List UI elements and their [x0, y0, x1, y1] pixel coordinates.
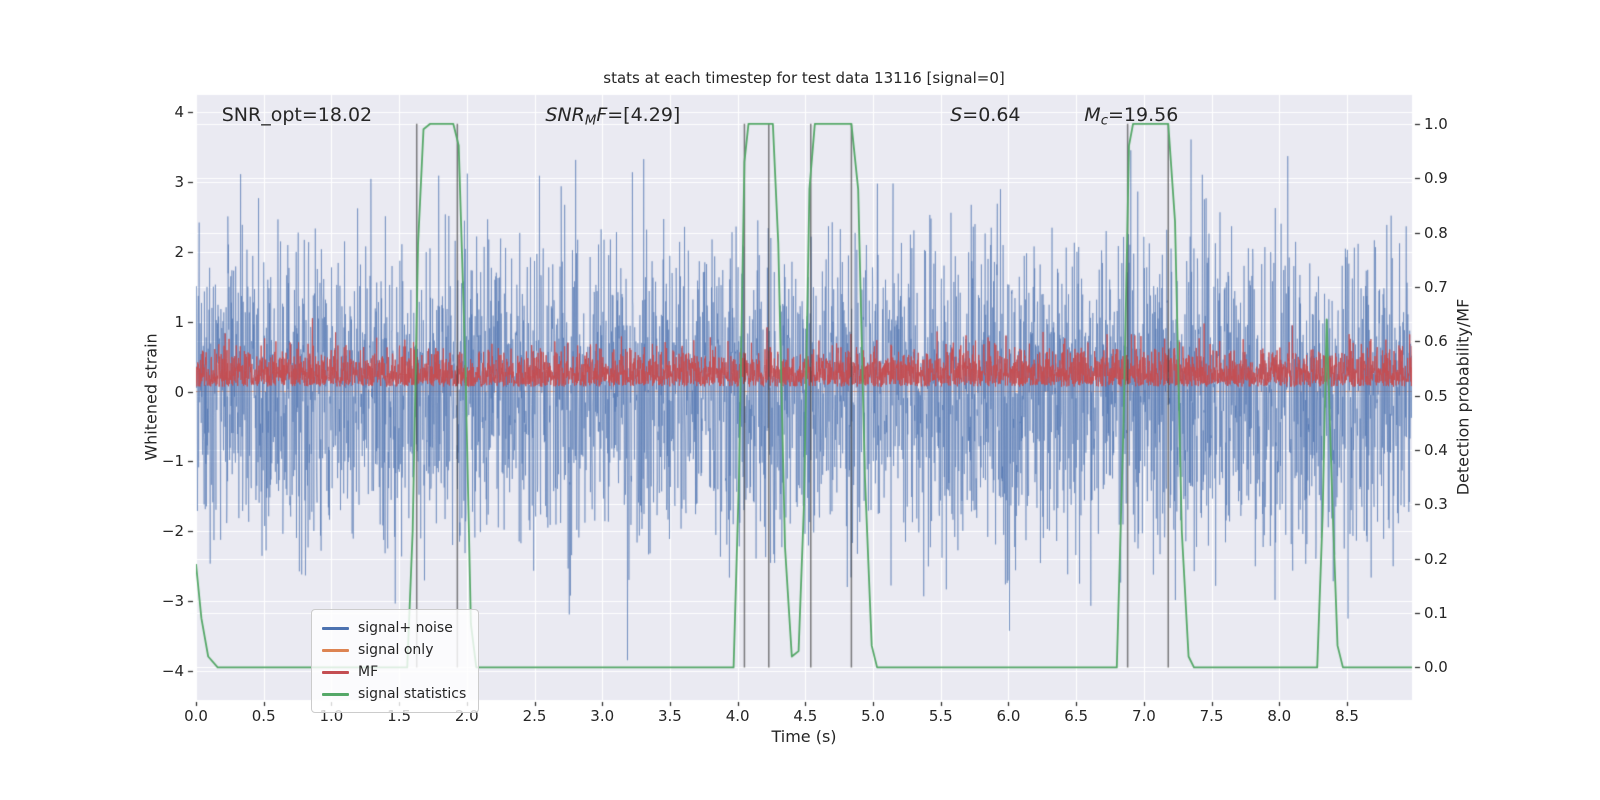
x-tick-label: 8.5	[1335, 707, 1359, 725]
y-tick-label-right: 0.3	[1424, 495, 1448, 514]
legend-label: MF	[358, 664, 379, 680]
legend-label: signal statistics	[358, 686, 467, 702]
y-tick-label-left: −1	[161, 452, 184, 471]
y-tick-label-left: −4	[161, 661, 184, 680]
annotation-part: =19.56	[1108, 103, 1179, 126]
y-tick-label-right: 0.0	[1424, 658, 1448, 677]
legend-line-swatch	[322, 670, 349, 674]
annotation-part: M	[584, 113, 597, 129]
chart-title: stats at each timestep for test data 131…	[603, 69, 1005, 87]
y-tick-label-right: 0.5	[1424, 386, 1448, 405]
y-tick-label-left: 0	[174, 382, 184, 401]
annotation-part: =0.64	[962, 103, 1021, 126]
y-tick-label-left: −3	[161, 591, 184, 610]
legend-label: signal only	[358, 642, 434, 658]
y-tick-label-right: 0.9	[1424, 169, 1448, 188]
x-tick-label: 5.0	[861, 707, 885, 725]
y-tick-label-left: 3	[174, 173, 184, 192]
x-tick-label: 7.0	[1131, 707, 1156, 725]
legend-row: MF	[322, 661, 466, 683]
annotation-part: F	[596, 103, 608, 126]
legend-row: signal+ noise	[322, 617, 466, 639]
x-tick-label: 5.5	[928, 707, 953, 725]
x-tick-label: 3.0	[590, 707, 615, 725]
y-tick-label-left: 4	[174, 103, 184, 122]
y-tick-label-left: 2	[174, 243, 184, 261]
legend-label: signal+ noise	[358, 620, 453, 636]
legend-row: signal statistics	[322, 683, 466, 705]
stat-annotation: Mc=19.56	[1084, 104, 1178, 128]
y-tick-label-left: −2	[161, 522, 184, 541]
y-tick-label-right: 0.4	[1424, 440, 1448, 459]
x-tick-label: 3.5	[658, 707, 682, 725]
y-tick-label-right: 0.6	[1424, 332, 1448, 351]
legend-line-swatch	[322, 692, 349, 696]
x-tick-label: 4.0	[725, 707, 750, 725]
legend-line-swatch	[322, 648, 349, 652]
x-tick-label: 0.5	[251, 707, 276, 725]
x-tick-label: 8.0	[1267, 707, 1292, 725]
stat-annotation: SNRMF=[4.29]	[545, 104, 680, 128]
x-axis-label: Time (s)	[771, 727, 837, 746]
y-tick-label-right: 0.2	[1424, 549, 1448, 568]
x-tick-label: 2.5	[522, 707, 547, 725]
annotation-part: S	[950, 103, 963, 126]
x-tick-label: 6.0	[996, 707, 1021, 725]
legend-row: signal only	[322, 639, 466, 661]
stat-annotation: SNR_opt=18.02	[222, 104, 372, 126]
legend-line-swatch	[322, 626, 349, 630]
x-tick-label: 0.0	[184, 707, 208, 725]
annotation-part: SNR_opt=18.02	[221, 103, 373, 126]
y-tick-label-left: 1	[174, 312, 184, 331]
x-tick-label: 4.5	[793, 707, 818, 725]
y-tick-label-right: 0.8	[1424, 223, 1448, 242]
y-tick-label-right: 1.0	[1424, 114, 1448, 133]
x-tick-label: 7.5	[1199, 707, 1224, 725]
annotation-part: SNR	[545, 103, 585, 126]
y-tick-label-right: 0.1	[1424, 604, 1448, 623]
legend: signal+ noise signal only MF signal statist…	[311, 609, 480, 713]
x-tick-label: 6.5	[1064, 707, 1089, 725]
stat-annotation: S=0.64	[950, 104, 1020, 126]
annotation-part: c	[1100, 113, 1109, 129]
annotation-part: =[4.29]	[607, 103, 681, 126]
annotation-part: M	[1084, 103, 1101, 126]
y-tick-label-right: 0.7	[1424, 277, 1448, 296]
